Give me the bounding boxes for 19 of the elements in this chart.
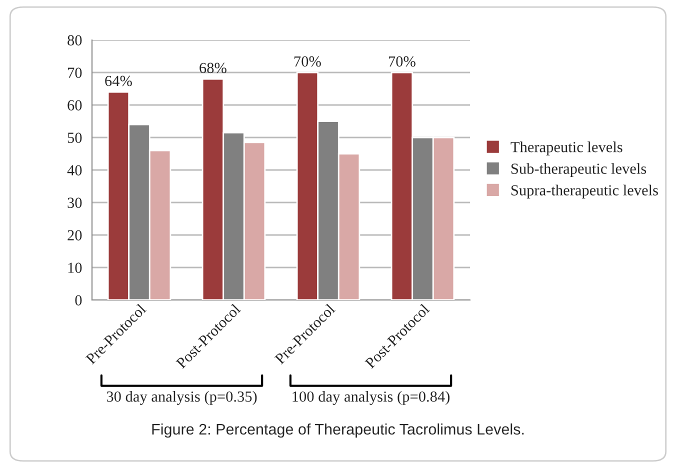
y-tick-label: 40 [67,165,82,176]
text: 100 day analysis (p=0.84) [292,391,450,405]
y-tick-label: 10 [68,262,82,273]
y-tick-label: 80 [68,35,82,46]
y-tick-label: 0 [75,295,82,306]
data-label: 70% [294,56,321,67]
y-tick-label: 20 [68,230,82,240]
data-label: 68% [200,62,226,74]
legend-label: Sub-therapeutic levels [511,163,646,177]
caption: Figure 2: Percentage of Therapeutic Tacrolimus Levels. [152,423,524,438]
data-label: 70% [388,56,416,67]
text: 30 day analysis (p=0.35) [106,391,257,405]
legend-label: Therapeutic levels [510,142,622,156]
y-tick-label: 70 [68,68,82,78]
y-tick-label: 30 [68,198,82,208]
legend-label: Supra-therapeutic levels [511,184,658,199]
y-tick-label: 60 [68,100,82,110]
data-label: 64% [105,76,132,86]
y-tick-label: 50 [68,132,82,143]
